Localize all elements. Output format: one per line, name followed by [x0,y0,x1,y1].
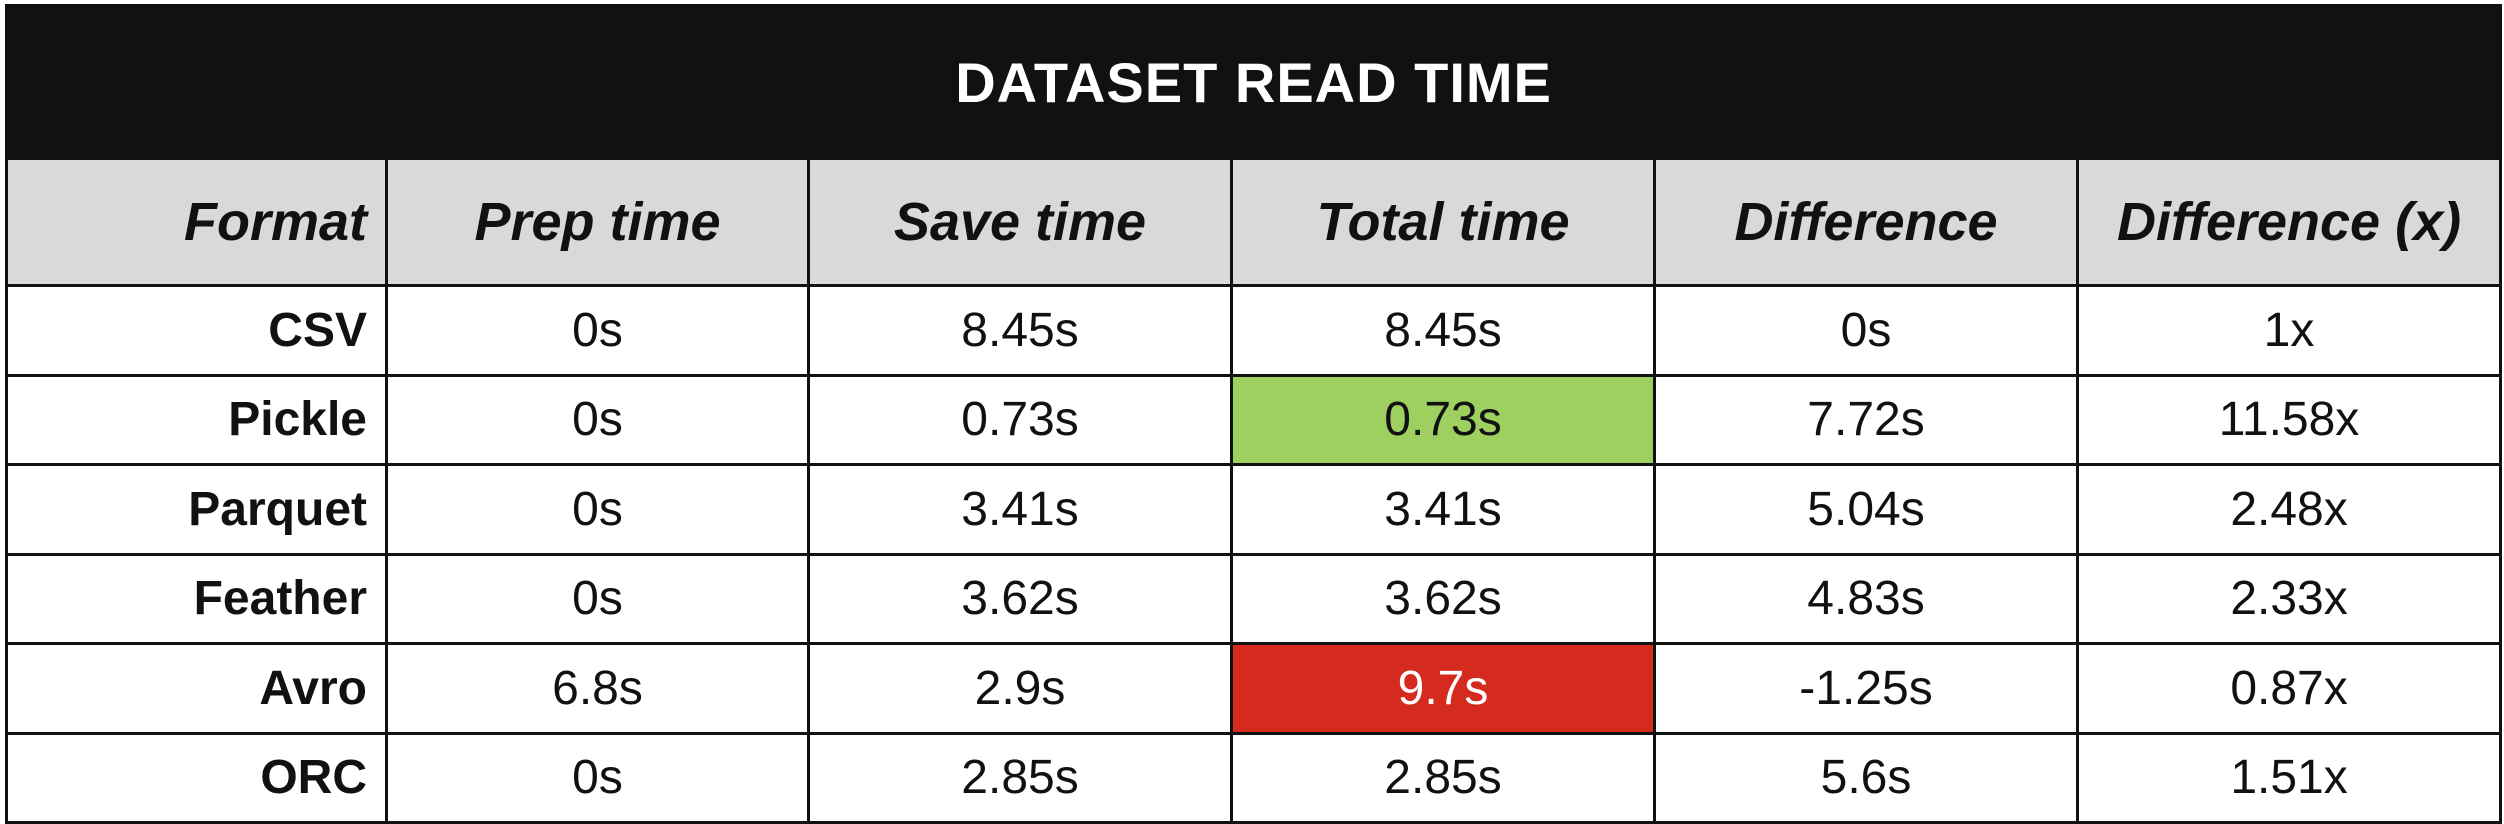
value-cell: 3.41s [807,463,1233,556]
value-cell: 0.87x [2075,642,2503,735]
value-cell: 4.83s [1653,552,2079,645]
title-row: DATASET READ TIME [4,4,2503,160]
value-cell: 2.85s [1230,731,1656,824]
column-header: Save time [807,157,1233,287]
data-row: CSV 0s 8.45s 8.45s 0s 1x [5,284,2503,377]
column-header: Format [5,157,388,287]
table-body: CSV 0s 8.45s 8.45s 0s 1x Pickle 0s 0.73s 0.73s 7.7… [5,284,2503,824]
table-container: DATASET READ TIME Format Prep time Save ti… [4,4,2503,824]
value-cell: 1.51x [2075,731,2503,824]
data-row: Avro 6.8s 2.9s 9.7s -1.25s 0.87x [5,642,2503,735]
data-row: ORC 0s 2.85s 2.85s 5.6s 1.51x [5,731,2503,824]
value-cell: 0s [385,284,810,377]
value-cell: 0s [385,373,810,466]
value-cell: 0s [385,731,810,824]
format-cell: Parquet [5,463,388,556]
value-cell: 9.7s [1230,642,1656,735]
column-header: Difference [1653,157,2079,287]
format-cell: Avro [5,642,388,735]
value-cell: 0s [1653,284,2079,377]
data-row: Parquet 0s 3.41s 3.41s 5.04s 2.48x [5,463,2503,556]
value-cell: 5.04s [1653,463,2079,556]
value-cell: 3.41s [1230,463,1656,556]
read-time-table: DATASET READ TIME Format Prep time Save ti… [4,4,2503,824]
value-cell: 11.58x [2075,373,2503,466]
value-cell: 3.62s [807,552,1233,645]
value-cell: 1x [2075,284,2503,377]
value-cell: 0.73s [807,373,1233,466]
data-row: Feather 0s 3.62s 3.62s 4.83s 2.33x [5,552,2503,645]
table-title: DATASET READ TIME [4,4,2503,160]
header-row: Format Prep time Save time Total time Differ… [5,157,2503,287]
value-cell: 2.9s [807,642,1233,735]
value-cell: 0s [385,552,810,645]
data-row: Pickle 0s 0.73s 0.73s 7.72s 11.58x [5,373,2503,466]
value-cell: 7.72s [1653,373,2079,466]
format-cell: ORC [5,731,388,824]
value-cell: 6.8s [385,642,810,735]
column-header: Total time [1230,157,1656,287]
value-cell: 0.73s [1230,373,1656,466]
format-cell: Feather [5,552,388,645]
format-cell: Pickle [5,373,388,466]
value-cell: 2.85s [807,731,1233,824]
format-cell: CSV [5,284,388,377]
value-cell: 8.45s [807,284,1233,377]
column-header: Prep time [385,157,810,287]
value-cell: -1.25s [1653,642,2079,735]
value-cell: 5.6s [1653,731,2079,824]
value-cell: 2.33x [2075,552,2503,645]
value-cell: 8.45s [1230,284,1656,377]
value-cell: 2.48x [2075,463,2503,556]
value-cell: 0s [385,463,810,556]
column-header: Difference (x) [2075,157,2503,287]
value-cell: 3.62s [1230,552,1656,645]
